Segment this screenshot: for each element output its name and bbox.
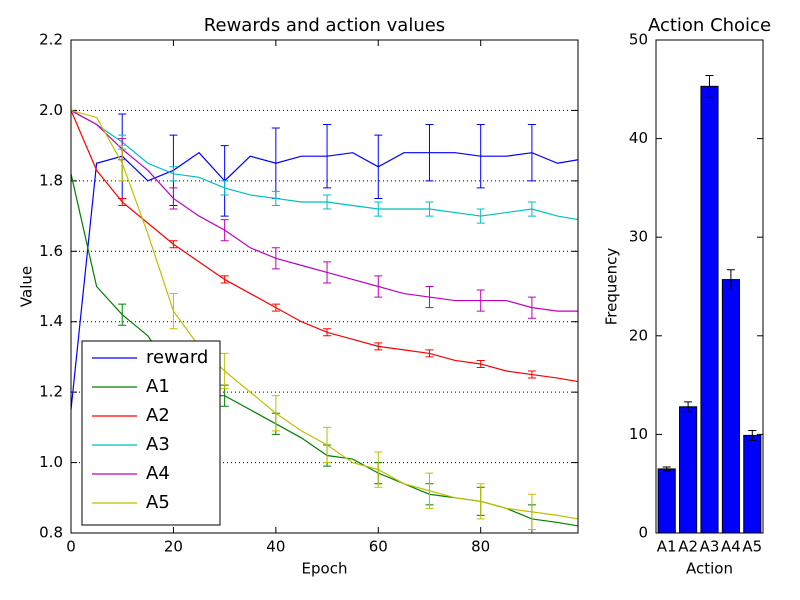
error-bar (118, 197, 127, 207)
error-bar (527, 201, 536, 217)
error-bar (169, 240, 178, 249)
legend-label: A3 (146, 434, 170, 455)
x-tick-label: A3 (700, 538, 720, 556)
error-bar (220, 275, 229, 284)
error-bar (527, 493, 536, 530)
error-bar (169, 166, 178, 182)
bar (700, 85, 719, 534)
x-tick-label: 80 (471, 538, 490, 556)
x-tick-label: A5 (742, 538, 762, 556)
error-bar (425, 286, 434, 309)
error-bar (374, 342, 383, 351)
error-bar (748, 429, 757, 441)
legend-label: A4 (146, 463, 170, 484)
bar (721, 279, 740, 534)
chart-title: Rewards and action values (204, 15, 445, 36)
x-tick-label: A4 (721, 538, 741, 556)
error-bar (374, 275, 383, 298)
y-tick-label: 1.8 (39, 171, 63, 189)
x-tick-label: 0 (66, 538, 76, 556)
error-bar (476, 289, 485, 312)
error-bar (425, 124, 434, 182)
y-tick-label: 2.0 (39, 101, 63, 119)
error-bar (684, 401, 693, 413)
bar (743, 434, 762, 534)
y-axis-label: Value (18, 266, 36, 307)
error-bar (476, 208, 485, 224)
y-tick-label: 10 (629, 425, 648, 443)
y-tick-label: 0 (638, 524, 648, 542)
error-bar (726, 269, 735, 290)
y-tick-label: 0.8 (39, 524, 63, 542)
legend-label: A1 (146, 376, 170, 397)
error-bar (662, 466, 671, 472)
error-bar (476, 483, 485, 520)
error-bar (323, 124, 332, 189)
bar (657, 468, 676, 534)
x-tick-label: 40 (266, 538, 285, 556)
error-bar (705, 74, 714, 98)
legend-box (81, 340, 221, 526)
y-tick-label: 1.2 (39, 383, 63, 401)
error-bar (425, 201, 434, 217)
y-tick-label: 1.0 (39, 453, 63, 471)
series-line (70, 109, 578, 312)
plot-frame (655, 39, 764, 534)
error-bar (374, 134, 383, 199)
y-tick-label: 20 (629, 326, 648, 344)
error-bar (323, 194, 332, 210)
error-bar (425, 472, 434, 509)
legend-label: A2 (146, 405, 170, 426)
chart-title: Action Choice (648, 15, 771, 36)
plot-frame (70, 39, 579, 534)
y-tick-label: 40 (629, 129, 648, 147)
error-bar (169, 293, 178, 330)
error-bar (271, 395, 280, 432)
error-bar (271, 303, 280, 312)
error-bar (476, 359, 485, 368)
y-tick-label: 1.4 (39, 312, 63, 330)
x-tick-label: 20 (164, 538, 183, 556)
legend-label: reward (146, 347, 208, 368)
error-bar (271, 190, 280, 207)
y-tick-label: 1.6 (39, 242, 63, 260)
error-bar (220, 180, 229, 196)
error-bar (323, 328, 332, 337)
y-tick-label: 2.2 (39, 31, 63, 49)
series-line (70, 109, 579, 221)
x-tick-label: A2 (678, 538, 698, 556)
x-tick-label: 60 (369, 538, 388, 556)
error-bar (425, 349, 434, 358)
bar (679, 406, 698, 534)
error-bar (169, 187, 178, 210)
error-bar (271, 247, 280, 270)
y-axis-label: Frequency (603, 248, 621, 326)
x-axis-label: Epoch (302, 560, 348, 578)
error-bar (476, 124, 485, 189)
y-tick-label: 50 (629, 31, 648, 49)
error-bar (323, 426, 332, 464)
error-bar (323, 261, 332, 284)
error-bar (271, 127, 280, 199)
error-bar (220, 219, 229, 242)
error-bar (374, 201, 383, 217)
error-bar (118, 303, 127, 326)
x-tick-label: A1 (657, 538, 677, 556)
legend-label: A5 (146, 492, 170, 513)
error-bar (527, 370, 536, 379)
error-bar (527, 124, 536, 182)
error-bar (527, 296, 536, 319)
y-tick-label: 30 (629, 228, 648, 246)
error-bar (374, 451, 383, 488)
x-axis-label: Action (686, 560, 733, 578)
error-bar (118, 145, 127, 182)
error-bar (220, 352, 229, 390)
